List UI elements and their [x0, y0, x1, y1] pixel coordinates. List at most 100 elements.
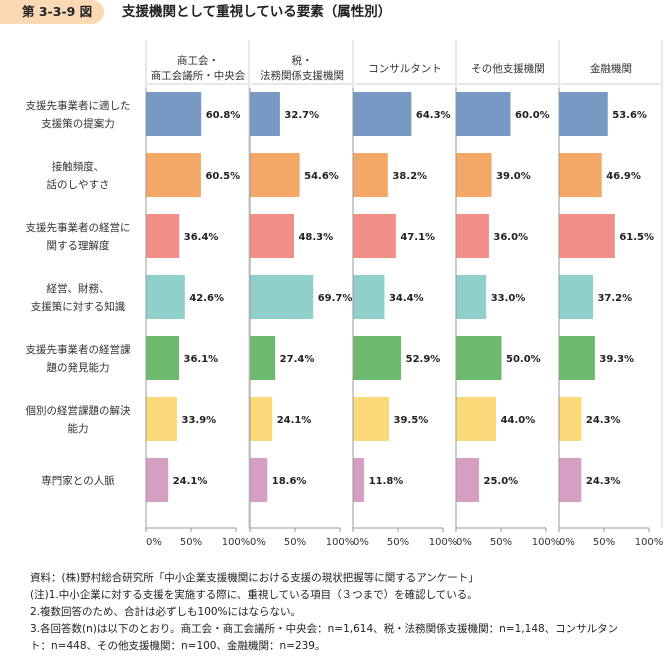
bar-value-label: 18.6% — [272, 476, 307, 487]
bar — [456, 458, 479, 502]
bar — [250, 214, 294, 258]
bar-value-label: 52.9% — [406, 354, 441, 365]
bar-value-label: 32.7% — [284, 110, 319, 121]
bar-value-label: 48.3% — [298, 232, 333, 243]
bar-value-label: 11.8% — [369, 476, 404, 487]
category-label: 専門家との人脈 — [41, 474, 115, 487]
bar-value-label: 24.3% — [586, 476, 621, 487]
x-tick-label: 100% — [532, 537, 561, 548]
category-label: 支援策に対する知識 — [31, 300, 126, 313]
panel-header-label: 金融機関 — [590, 62, 632, 75]
category-label: 関する理解度 — [47, 239, 110, 252]
bar — [559, 336, 595, 380]
bar-value-label: 36.1% — [183, 354, 218, 365]
bar — [559, 275, 593, 319]
figure-header: 第 3-3-9 図 支援機関として重視している要素（属性別） — [0, 0, 664, 24]
category-label: 接触頻度、 — [52, 160, 105, 173]
category-label: 個別の経営課題の解決 — [26, 404, 131, 417]
bar — [146, 275, 185, 319]
bar — [146, 397, 178, 441]
panel-header-label: その他支援機関 — [471, 62, 545, 75]
bar-value-label: 36.4% — [184, 232, 219, 243]
bar-value-label: 42.6% — [189, 293, 224, 304]
bar — [456, 153, 492, 197]
bar — [250, 275, 314, 319]
bar — [559, 153, 602, 197]
note-3-cont: ト：n=448、その他支援機関：n=100、金融機関：n=239。 — [30, 640, 326, 652]
x-tick-label: 50% — [490, 537, 512, 548]
bar-value-label: 47.1% — [400, 232, 435, 243]
bar-value-label: 60.0% — [515, 110, 550, 121]
bar-value-label: 44.0% — [501, 415, 536, 426]
bar — [559, 214, 615, 258]
x-tick-label: 0% — [559, 537, 575, 548]
bar — [146, 458, 169, 502]
bar-value-label: 69.7% — [318, 293, 353, 304]
x-tick-label: 100% — [326, 537, 355, 548]
panel-header-label: 税・ — [292, 54, 313, 67]
bar-value-label: 33.9% — [182, 415, 217, 426]
bar-value-label: 27.4% — [280, 354, 315, 365]
bar-value-label: 38.2% — [392, 171, 427, 182]
bar — [353, 336, 402, 380]
bar-value-label: 33.0% — [491, 293, 526, 304]
x-tick-label: 50% — [387, 537, 409, 548]
x-tick-label: 0% — [146, 537, 162, 548]
bar — [559, 397, 582, 441]
bar — [146, 153, 201, 197]
category-label: 題の発見能力 — [47, 361, 110, 374]
figure-number-badge: 第 3-3-9 図 — [0, 0, 104, 24]
x-tick-label: 50% — [180, 537, 202, 548]
category-label: 話のしやすさ — [47, 178, 110, 191]
x-tick-label: 100% — [429, 537, 458, 548]
bar-value-label: 24.1% — [173, 476, 208, 487]
bar — [456, 92, 511, 136]
panel-header-label: 法務関係支援機関 — [260, 69, 344, 82]
category-label: 能力 — [68, 422, 89, 435]
source-note: 資料：(株)野村総合研究所「中小企業支援機関における支援の現状把握等に関するアン… — [30, 572, 479, 584]
bar — [146, 92, 202, 136]
x-tick-label: 100% — [635, 537, 664, 548]
bar-value-label: 24.1% — [277, 415, 312, 426]
bar — [456, 397, 497, 441]
bar — [250, 397, 273, 441]
bar — [353, 397, 390, 441]
panel-header-label: コンサルタント — [368, 63, 442, 75]
category-label: 支援先事業者の経営に — [26, 221, 131, 234]
bar — [353, 458, 365, 502]
category-label: 経営、財務、 — [47, 282, 110, 295]
bar — [250, 458, 268, 502]
bar-value-label: 53.6% — [612, 110, 647, 121]
panel-header-label: 商工会・ — [177, 54, 219, 67]
bar — [353, 153, 388, 197]
bar — [456, 275, 487, 319]
bar-value-label: 61.5% — [619, 232, 654, 243]
note-3: 3.各回答数(n)は以下のとおり。商工会・商工会議所・中央会：n=1,614、税… — [30, 623, 619, 635]
bar-value-label: 25.0% — [484, 476, 519, 487]
panel-header-label: 商工会議所・中央会 — [151, 69, 246, 82]
x-tick-label: 0% — [250, 537, 266, 548]
bar-value-label: 36.0% — [493, 232, 528, 243]
category-label: 支援策の提案力 — [41, 117, 115, 130]
bar-chart: 商工会・商工会議所・中央会 60.8% 60.5% 36.4% 42.6% 36.1% 33… — [26, 40, 664, 548]
bar — [353, 214, 396, 258]
bar — [146, 336, 179, 380]
x-tick-label: 100% — [222, 537, 251, 548]
note-1: (注)1.中小企業に対する支援を実施する際に、重視している項目（３つまで）を確認… — [30, 589, 478, 601]
x-tick-label: 50% — [284, 537, 306, 548]
bar — [456, 214, 489, 258]
bar — [146, 214, 180, 258]
notes-block: 資料：(株)野村総合研究所「中小企業支援機関における支援の現状把握等に関するアン… — [30, 570, 660, 655]
x-tick-label: 50% — [593, 537, 615, 548]
bar-value-label: 64.3% — [416, 110, 451, 121]
figure-title: 支援機関として重視している要素（属性別） — [122, 4, 392, 20]
bar — [456, 336, 502, 380]
bar — [250, 336, 276, 380]
bar-value-label: 46.9% — [606, 171, 641, 182]
bar-value-label: 39.0% — [496, 171, 531, 182]
bar-value-label: 60.8% — [206, 110, 241, 121]
bar — [353, 275, 385, 319]
bar-value-label: 60.5% — [205, 171, 240, 182]
category-label: 支援先事業者の経営課 — [26, 343, 131, 356]
category-label: 支援先事業者に適した — [26, 99, 131, 112]
